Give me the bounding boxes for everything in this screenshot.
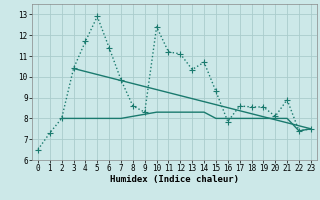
X-axis label: Humidex (Indice chaleur): Humidex (Indice chaleur) [110, 175, 239, 184]
